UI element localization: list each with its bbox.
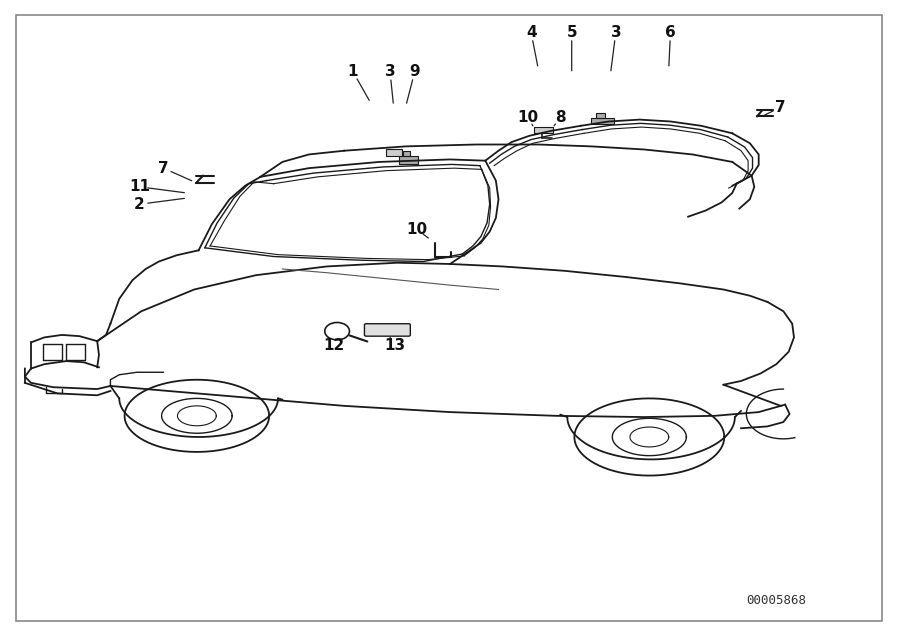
Text: 8: 8 bbox=[555, 110, 565, 124]
Text: 2: 2 bbox=[134, 197, 145, 211]
Text: 1: 1 bbox=[347, 64, 358, 79]
Bar bbox=[399, 156, 418, 164]
Text: 00005868: 00005868 bbox=[746, 594, 806, 607]
Circle shape bbox=[325, 323, 349, 340]
Bar bbox=[403, 151, 410, 156]
Bar bbox=[534, 127, 554, 133]
Text: 4: 4 bbox=[526, 25, 536, 40]
Text: 6: 6 bbox=[665, 25, 676, 40]
Text: 3: 3 bbox=[610, 25, 621, 40]
Text: 7: 7 bbox=[776, 100, 786, 115]
Text: 9: 9 bbox=[410, 64, 420, 79]
Text: 13: 13 bbox=[385, 338, 406, 353]
FancyBboxPatch shape bbox=[364, 324, 410, 336]
Text: 12: 12 bbox=[323, 338, 344, 353]
Text: 7: 7 bbox=[158, 161, 168, 176]
Bar bbox=[386, 149, 402, 156]
Text: 10: 10 bbox=[518, 110, 538, 124]
Text: 11: 11 bbox=[129, 179, 150, 194]
Text: 5: 5 bbox=[566, 25, 577, 40]
Text: 3: 3 bbox=[384, 64, 395, 79]
Bar bbox=[597, 114, 605, 117]
Bar bbox=[591, 117, 614, 124]
Text: 10: 10 bbox=[406, 222, 427, 237]
